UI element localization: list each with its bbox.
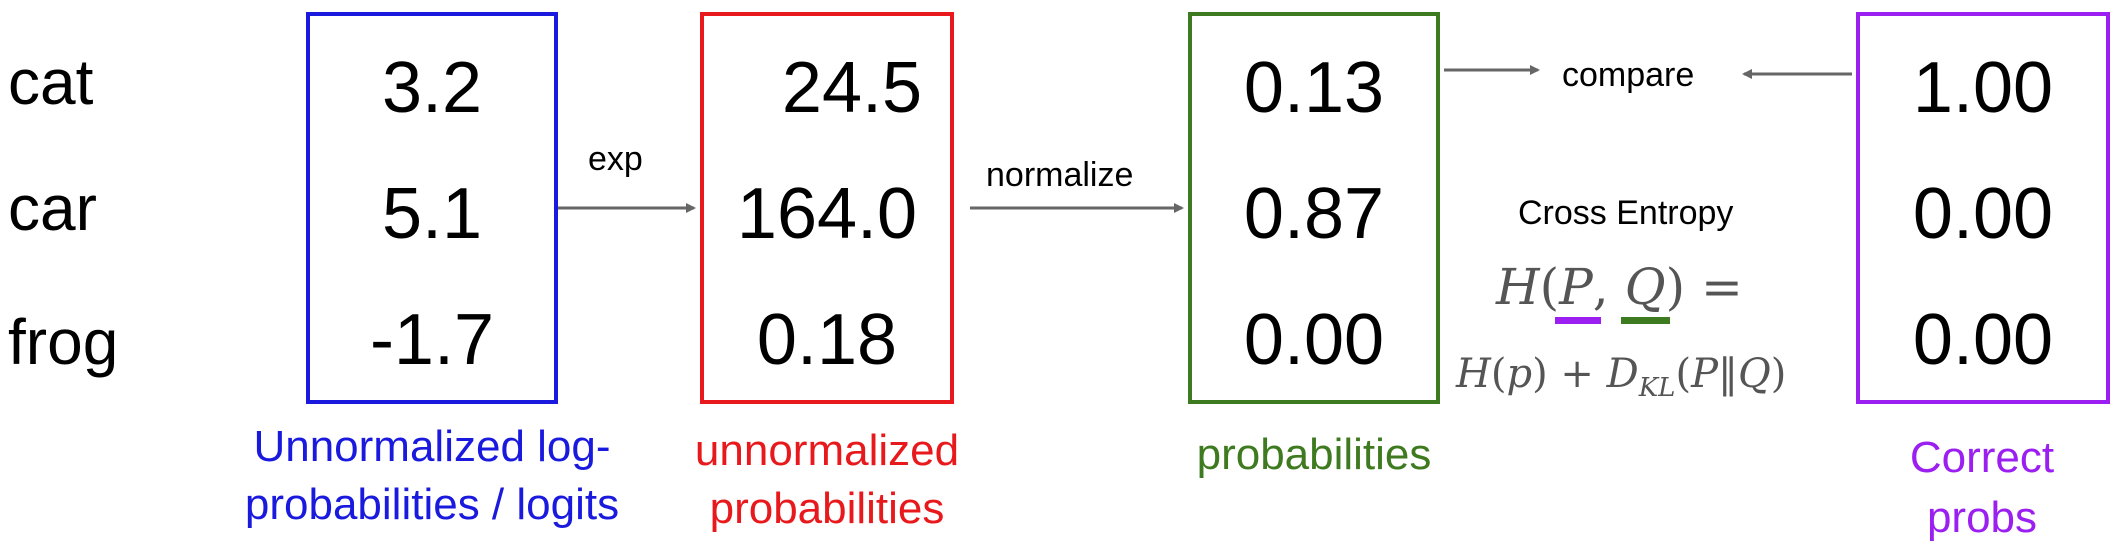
correct-value-frog: 0.00 <box>1912 300 2054 380</box>
logits-caption-line1: Unnormalized log- <box>253 422 611 471</box>
correct-caption: Correct probs <box>1832 428 2112 548</box>
unnormalized-value-cat: 24.5 <box>781 48 923 128</box>
correct-value-car: 0.00 <box>1912 174 2054 254</box>
logits-caption-line2: probabilities / logits <box>244 480 620 529</box>
probability-value-car: 0.87 <box>1243 174 1385 254</box>
correct-caption-line2: probs <box>1926 493 2038 542</box>
logits-box: 3.2 5.1 -1.7 <box>306 12 558 404</box>
p-underline <box>1555 317 1601 324</box>
unnormalized-caption-line2: probabilities <box>709 484 945 533</box>
cross-entropy-title: Cross Entropy <box>1518 194 1734 232</box>
normalize-label: normalize <box>986 156 1134 194</box>
cross-entropy-formula-line1: H(P, Q) = <box>1496 262 1743 324</box>
logit-value-cat: 3.2 <box>381 48 483 128</box>
correct-value-cat: 1.00 <box>1912 48 2054 128</box>
unnormalized-caption: unnormalized probabilities <box>627 422 1027 538</box>
probabilities-caption: probabilities <box>1196 430 1432 479</box>
correct-caption-line1: Correct <box>1909 433 2055 482</box>
probabilities-box: 0.13 0.87 0.00 <box>1188 12 1440 404</box>
compare-label: compare <box>1562 56 1695 94</box>
probability-value-frog: 0.00 <box>1243 300 1385 380</box>
class-label-cat: cat <box>8 46 94 118</box>
class-label-frog: frog <box>8 306 119 378</box>
logit-value-car: 5.1 <box>381 174 483 254</box>
unnormalized-value-car: 164.0 <box>736 174 918 254</box>
cross-entropy-formula-line2: H(p) + DKL(P‖Q) <box>1456 351 1787 403</box>
exp-label: exp <box>588 140 643 178</box>
unnormalized-box: 24.5 164.0 0.18 <box>700 12 954 404</box>
unnormalized-value-frog: 0.18 <box>756 300 898 380</box>
class-label-car: car <box>8 172 97 244</box>
probability-value-cat: 0.13 <box>1243 48 1385 128</box>
logits-caption: Unnormalized log- probabilities / logits <box>112 418 752 534</box>
correct-box: 1.00 0.00 0.00 <box>1856 12 2110 404</box>
unnormalized-caption-line1: unnormalized <box>694 426 960 475</box>
logit-value-frog: -1.7 <box>369 300 495 380</box>
q-underline <box>1620 317 1670 324</box>
